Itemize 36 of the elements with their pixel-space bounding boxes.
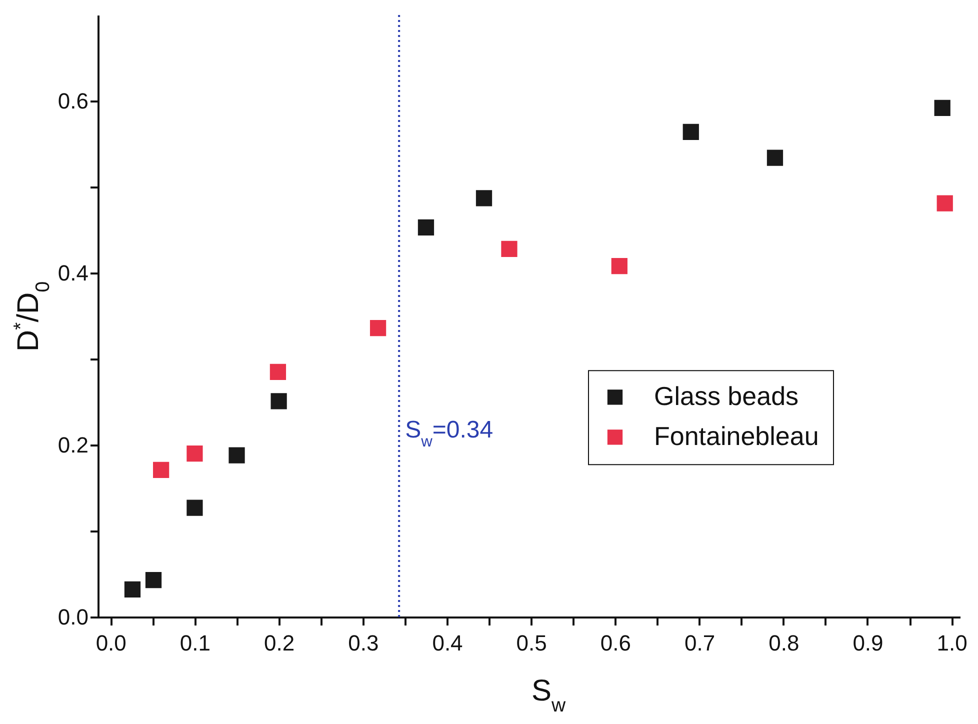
point — [370, 320, 386, 336]
x-axis-title: S$_{w}$ — [531, 674, 566, 716]
point — [153, 462, 170, 478]
x-tick-label: 1.0 — [936, 630, 968, 656]
point — [934, 100, 950, 116]
x-tick-label: 0.2 — [264, 630, 295, 656]
point — [682, 124, 699, 140]
point — [501, 240, 518, 257]
point — [611, 258, 628, 274]
x-tick-label: 0.7 — [684, 630, 716, 656]
point — [186, 500, 203, 516]
ref-line-label: S$_{w}$=0.34 — [405, 416, 494, 450]
point — [476, 190, 492, 206]
y-tick-label: 0.4 — [58, 260, 88, 286]
x-tick-label: 0.5 — [516, 630, 547, 656]
y-tick-label: 0.0 — [58, 604, 88, 630]
point — [270, 364, 286, 380]
x-tick-label: 0.6 — [600, 630, 631, 656]
x-tick-label: 0.1 — [180, 630, 211, 656]
x-tick-label: 0.9 — [852, 630, 884, 656]
legend-label: Fontainebleau — [654, 421, 819, 452]
point — [145, 572, 162, 588]
point — [270, 393, 287, 410]
x-tick-label: 0.4 — [432, 630, 463, 656]
y-tick-label: 0.2 — [58, 432, 88, 458]
point — [936, 195, 953, 212]
point — [186, 446, 203, 462]
x-tick-label: 0.0 — [96, 630, 126, 656]
point — [228, 447, 245, 464]
point — [766, 150, 784, 166]
x-tick-label: 0.3 — [348, 630, 379, 656]
legend-label: Glass beads — [654, 381, 799, 412]
x-tick-label: 0.8 — [768, 630, 800, 656]
point — [418, 219, 434, 236]
point — [124, 581, 141, 598]
y-tick-label: 0.6 — [58, 88, 88, 114]
